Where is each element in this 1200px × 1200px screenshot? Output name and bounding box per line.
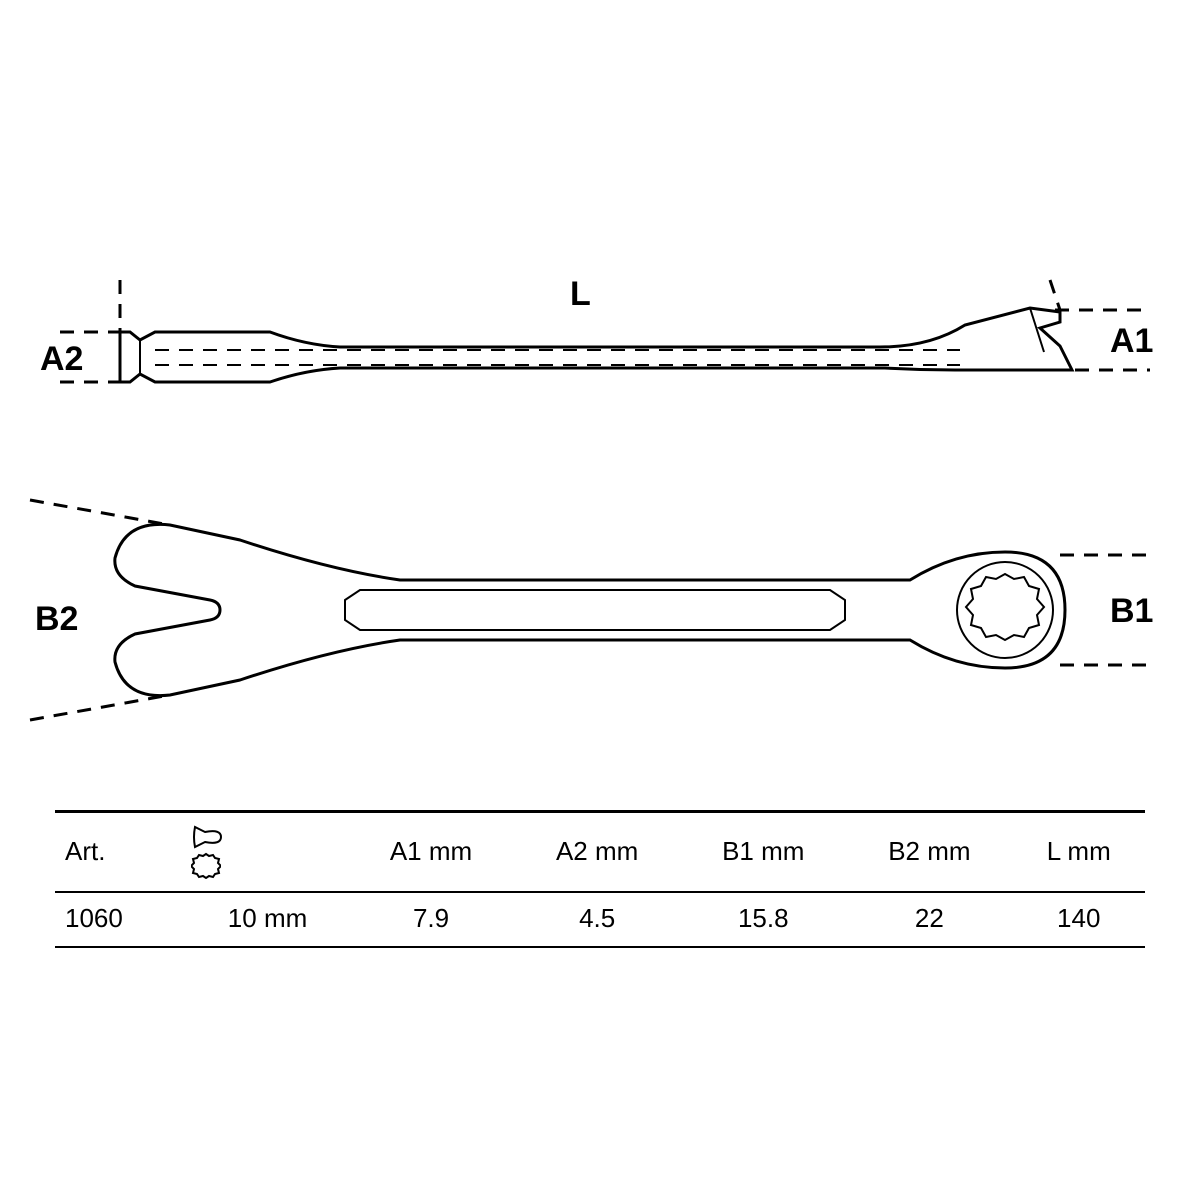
wrench-drawing: L A1 A2 B1 B2 (0, 0, 1200, 800)
label-A1: A1 (1110, 322, 1153, 360)
top-view (30, 500, 1150, 720)
ring-end-icon (191, 851, 221, 879)
label-A2: A2 (40, 340, 83, 378)
col-b1: B1 mm (680, 812, 846, 893)
cell-a2: 4.5 (514, 892, 680, 947)
col-art: Art. (55, 812, 187, 893)
cell-a1: 7.9 (348, 892, 514, 947)
col-a1: A1 mm (348, 812, 514, 893)
label-B1: B1 (1110, 592, 1153, 630)
col-l: L mm (1012, 812, 1145, 893)
open-end-icon (191, 823, 225, 851)
spec-table: Art. A1 mm A2 mm B1 mm B2 mm L mm (55, 810, 1145, 948)
cell-b1: 15.8 (680, 892, 846, 947)
cell-b2: 22 (846, 892, 1012, 947)
cell-art: 1060 (55, 892, 187, 947)
label-B2: B2 (35, 600, 78, 638)
col-size (187, 812, 348, 893)
side-view (60, 280, 1150, 382)
col-a2: A2 mm (514, 812, 680, 893)
label-L: L (570, 275, 591, 313)
col-b2: B2 mm (846, 812, 1012, 893)
table-row: 1060 10 mm 7.9 4.5 15.8 22 140 (55, 892, 1145, 947)
cell-size: 10 mm (187, 892, 348, 947)
cell-l: 140 (1012, 892, 1145, 947)
